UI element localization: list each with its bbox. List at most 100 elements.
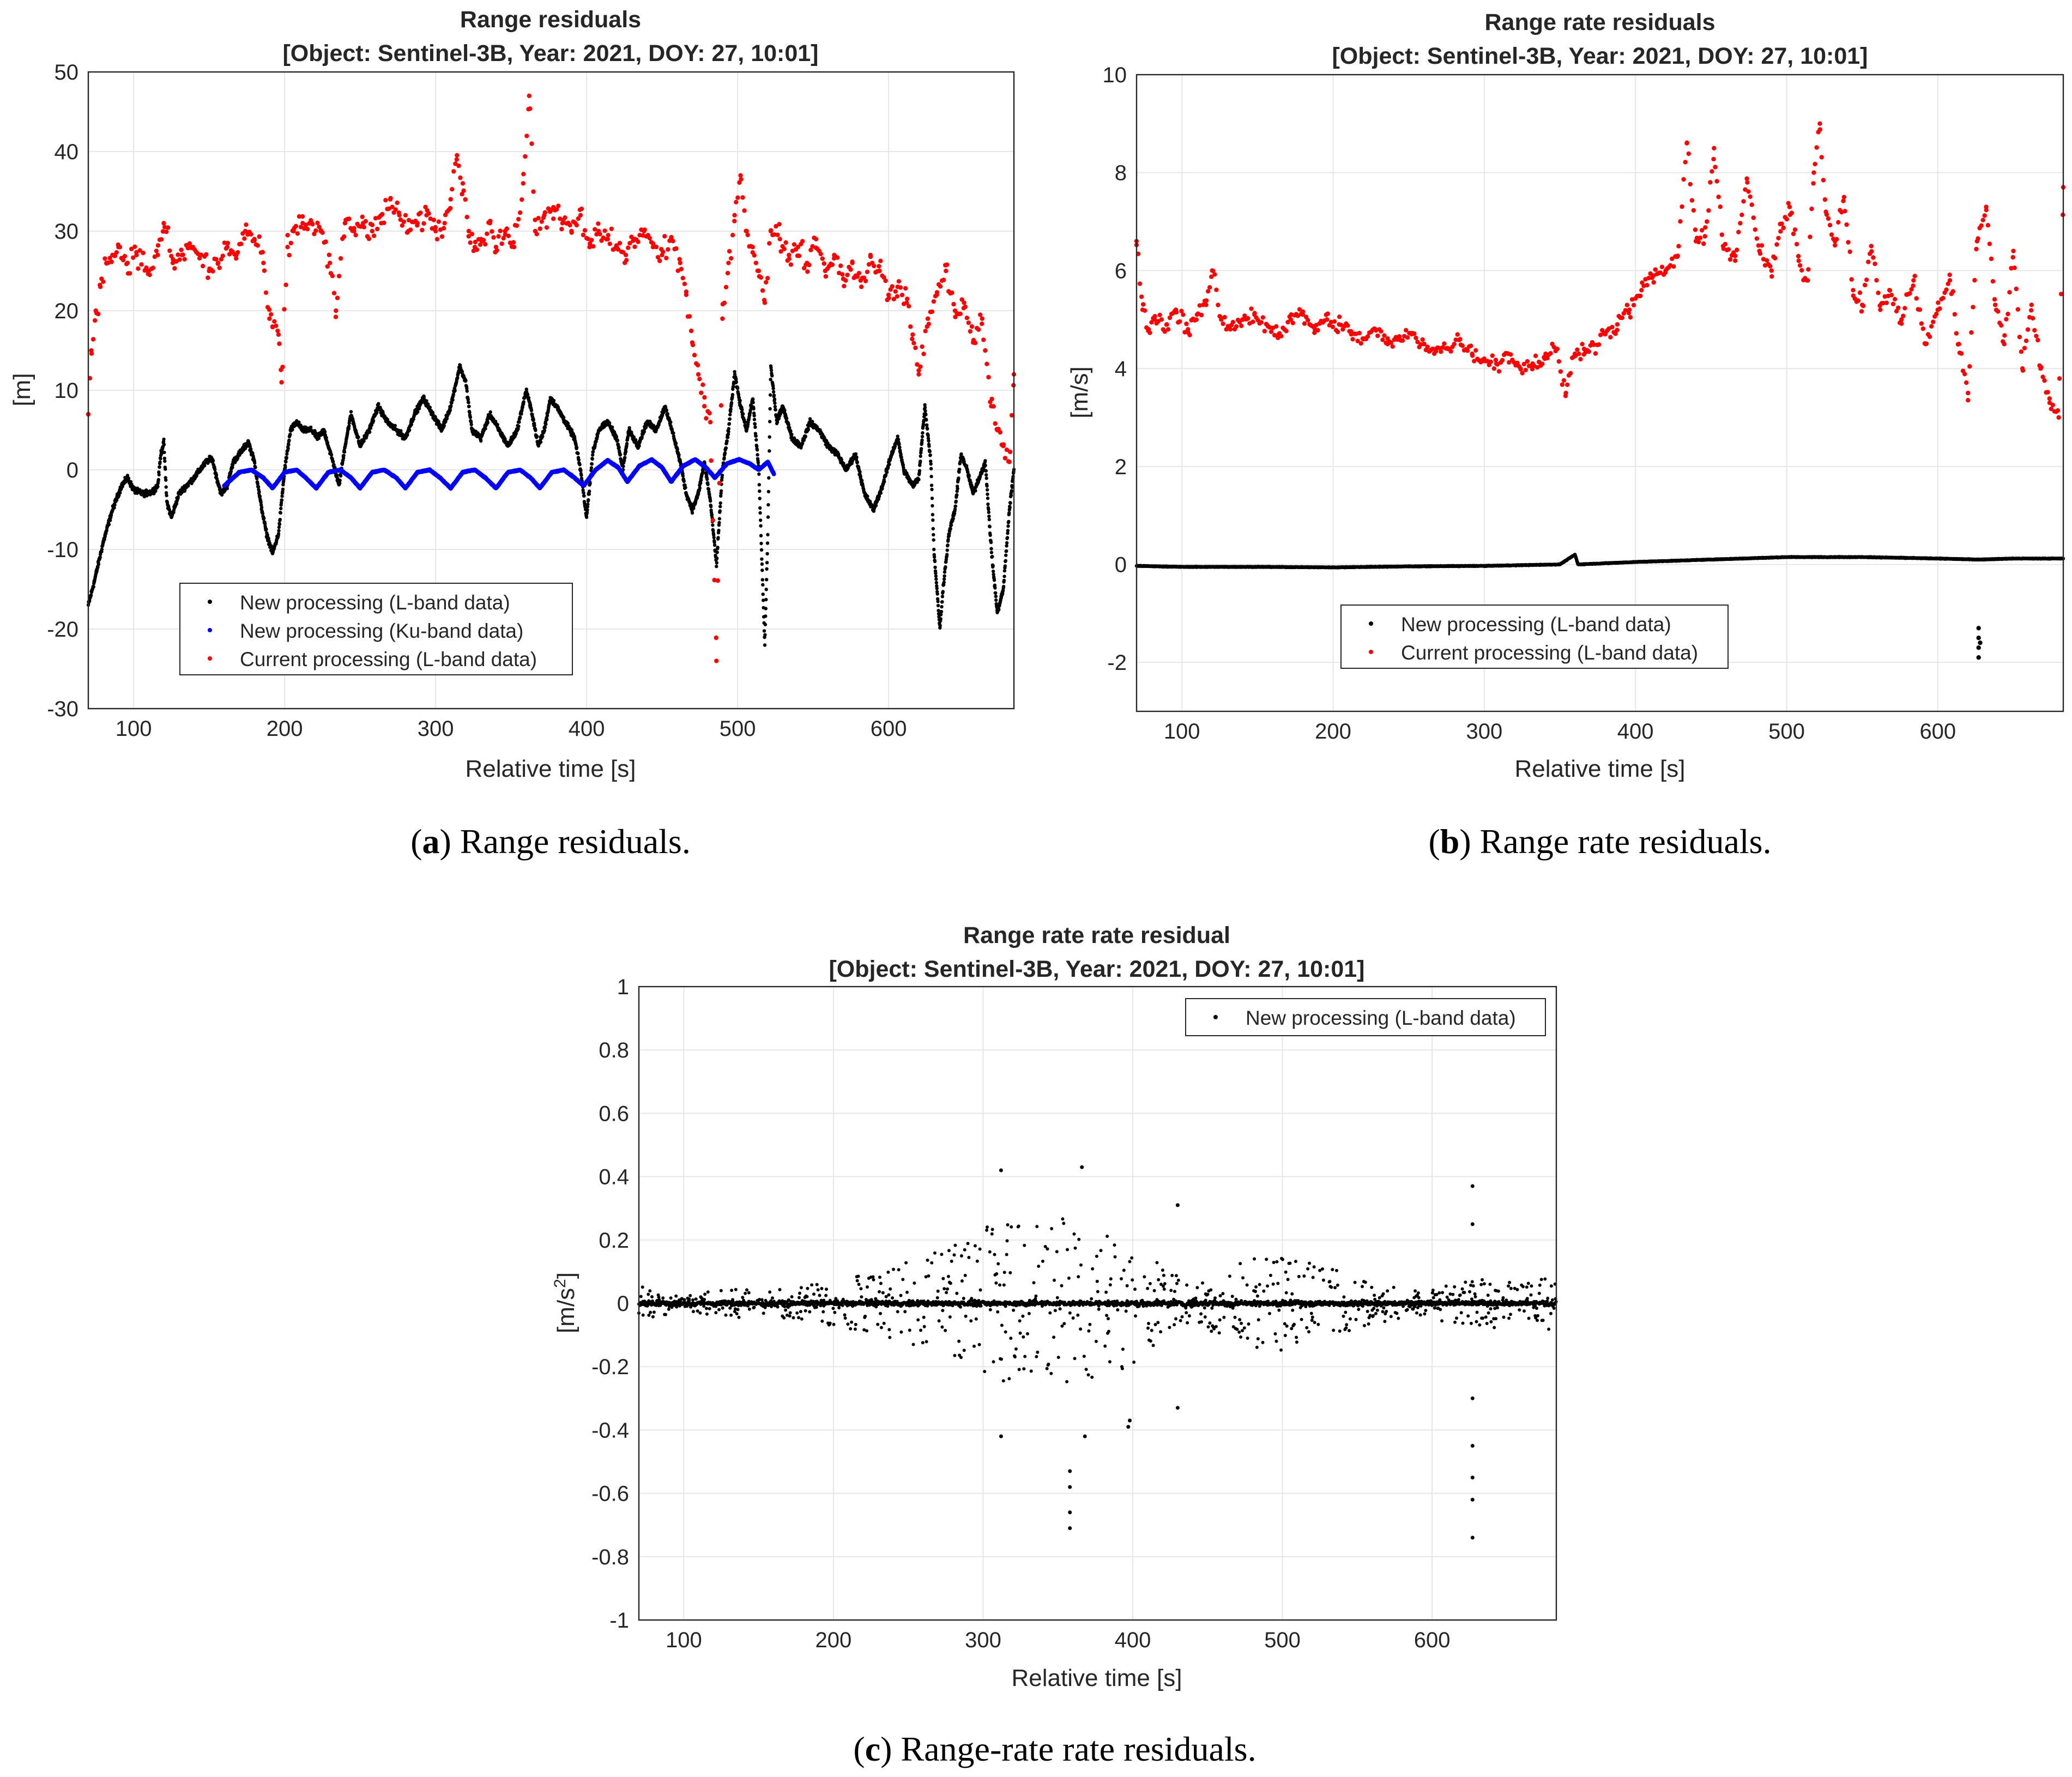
chart-a-data-point <box>925 423 929 427</box>
chart-a-data-point <box>681 474 685 478</box>
chart-a-data-point <box>251 451 255 455</box>
chart-a-data-point <box>741 412 745 416</box>
chart-a-data-point <box>987 510 991 514</box>
chart-a-data-point <box>759 541 763 546</box>
chart-a-data-point <box>154 489 158 493</box>
chart-a-data-point <box>928 453 932 457</box>
chart-a-data-point <box>342 454 346 457</box>
chart-a-data-point <box>544 422 548 426</box>
chart-a-data-point <box>957 476 961 480</box>
chart-a-data-point <box>213 468 217 472</box>
chart-a-data-point <box>1004 553 1008 557</box>
chart-a-data-point <box>974 489 977 493</box>
chart-a-data-point <box>280 494 284 498</box>
chart-a-data-point <box>617 445 621 450</box>
chart-a-data-point <box>287 443 291 446</box>
chart-a-data-point <box>942 581 946 584</box>
chart-a-data-point <box>887 462 891 466</box>
chart-a-data-point <box>773 401 777 405</box>
chart-a-data-point <box>339 474 343 478</box>
chart-a-data-point <box>927 444 931 448</box>
chart-a-data-point <box>940 600 944 604</box>
chart-a-data-point <box>734 380 739 384</box>
chart-a-data-point <box>759 524 763 528</box>
chart-a-data-point <box>428 406 432 409</box>
chart-a-data-point <box>280 498 284 502</box>
chart-a-data-point <box>768 449 771 453</box>
chart-a-data-point <box>349 410 353 414</box>
chart-a-data-point <box>768 407 772 411</box>
chart-a-y-tick-label: -30 <box>47 697 78 721</box>
chart-a-data-point <box>460 370 464 374</box>
chart-a-data-point <box>771 386 775 390</box>
chart-a-data-point <box>715 556 719 560</box>
chart-a-data-point <box>118 491 122 495</box>
chart-a-data-point <box>665 408 669 412</box>
chart-a-data-point <box>675 448 680 451</box>
chart-a-data-point <box>342 450 347 454</box>
chart-a-data-point <box>933 565 937 570</box>
chart-a-data-point <box>496 422 499 427</box>
chart-a-data-point <box>936 600 940 603</box>
chart-a-data-point <box>986 496 990 500</box>
chart-a-data-point <box>936 603 940 608</box>
chart-a-data-point <box>92 585 95 589</box>
chart-a-data-point <box>590 457 594 461</box>
chart-a-data-point <box>1009 493 1013 498</box>
chart-a-data-point <box>264 528 268 531</box>
chart-a-data-point <box>715 551 719 554</box>
chart-a-data-point <box>623 456 627 460</box>
chart-a-data-point <box>762 629 766 633</box>
chart-a-data-point <box>618 452 623 457</box>
chart-a-data-point <box>1002 575 1006 578</box>
chart-a-data-point <box>925 418 928 422</box>
chart-a-data-point <box>768 420 772 424</box>
chart-a-data-point <box>923 406 927 409</box>
chart-a-data-point <box>758 518 763 522</box>
chart-a-data-point <box>100 547 104 552</box>
chart-a-data-point <box>338 481 342 485</box>
chart-a-data-point <box>967 474 971 478</box>
chart-a-data-point <box>728 413 732 416</box>
chart-a-data-point <box>992 578 996 582</box>
chart-a-data-point <box>740 408 744 412</box>
chart-a-data-point <box>926 427 929 431</box>
chart-a-data-point <box>759 534 763 537</box>
chart-a-data-point <box>585 508 589 512</box>
chart-a-data-point <box>729 401 734 404</box>
chart-a-data-point <box>579 473 583 477</box>
chart-a-data-point <box>727 430 730 434</box>
chart-a-data-point <box>107 523 111 527</box>
chart-a-data-point <box>760 557 764 561</box>
chart-a-data-point <box>578 463 582 467</box>
chart-a-data-point <box>625 442 629 446</box>
chart-a-data-point <box>112 506 116 510</box>
chart-a-data-point <box>377 402 380 406</box>
chart-a-data-point <box>218 486 222 490</box>
chart-a-data-point <box>766 503 770 507</box>
chart-a-data-point <box>993 586 997 590</box>
chart-a-data-point <box>214 474 219 478</box>
chart-a-data-point <box>285 452 289 456</box>
chart-a-y-tick-label: 50 <box>55 61 79 84</box>
chart-a-data-point <box>158 465 161 469</box>
chart-a-data-point <box>517 424 521 428</box>
chart-a-data-point <box>935 587 939 590</box>
chart-a-data-point <box>932 533 935 537</box>
chart-a-data-point <box>288 432 292 437</box>
chart-a-data-point <box>1006 529 1010 533</box>
chart-a-data-point <box>588 489 591 493</box>
chart-a-data-point <box>231 466 234 469</box>
chart-a-data-point <box>262 516 266 520</box>
chart-a-data-point <box>285 456 288 460</box>
chart-a-data-point <box>1005 549 1008 553</box>
chart-a-data-point <box>719 489 723 493</box>
chart-a-data-point <box>931 512 935 517</box>
chart-a-data-point <box>176 495 180 499</box>
chart-a-data-point <box>258 494 262 498</box>
chart-a-data-point <box>984 469 988 473</box>
chart-a-data-point <box>211 458 215 463</box>
chart-a-data-point <box>994 591 998 595</box>
chart-a-data-point <box>162 450 166 455</box>
chart-a-data-point <box>416 410 420 414</box>
